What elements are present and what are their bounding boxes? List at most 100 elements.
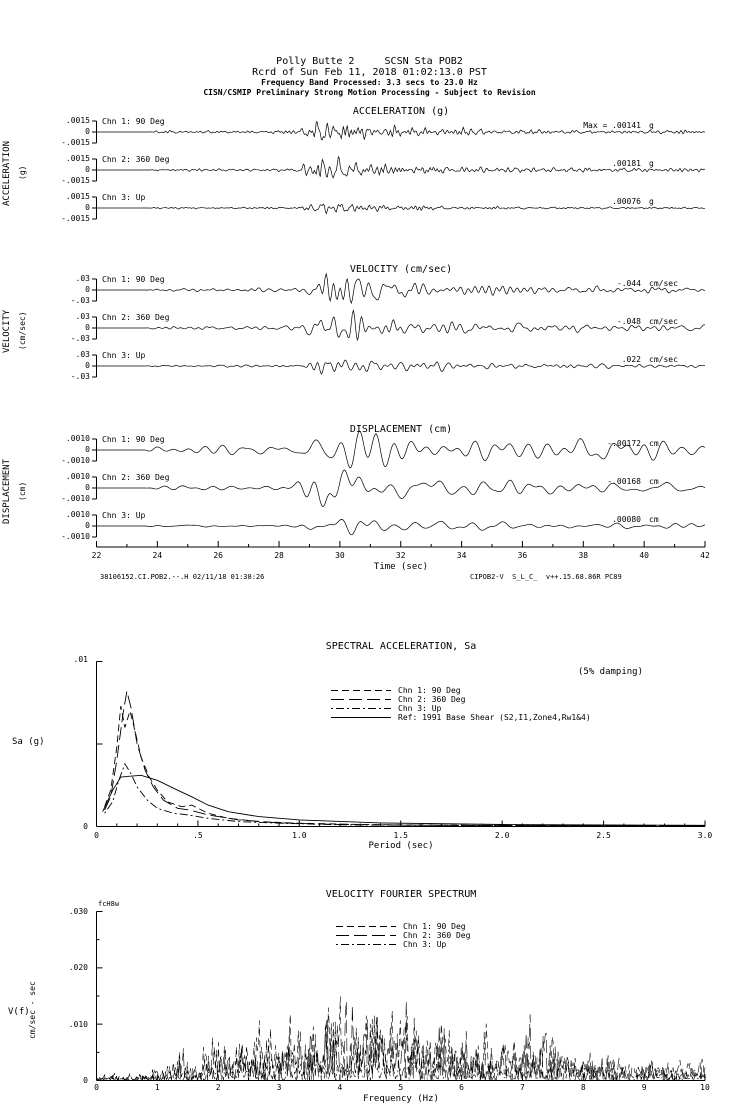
accel-ch3-ytick-labels: .0015 0 -.0015 [61,192,90,223]
disp-ch1-ytick-labels: .0010 0 -.0010 [61,434,90,465]
fourier-tick-label: 10 [700,1083,710,1092]
fourier-legend-item-ch2: Chn 2: 360 Deg [335,931,470,940]
record-datetime: Rcrd of Sun Feb 11, 2018 01:02:13.0 PST [252,67,487,78]
disp-ch3-ytick-labels: .0010 0 -.0010 [61,510,90,541]
legend-label: Chn 1: 90 Deg [398,686,461,695]
fourier-xtick-labels: 0 1 2 3 4 5 6 7 8 9 10 [94,1083,710,1093]
legend-line-ch1 [336,926,396,927]
peak-unit: cm [649,515,659,524]
velocity-axis-unit: (cm/sec) [18,311,27,351]
channel-label: Chn 2: 360 Deg [102,313,170,322]
fourier-xlabel: Frequency (Hz) [363,1094,439,1104]
peak-unit: cm [649,439,659,448]
damping-note: (5% damping) [578,667,644,677]
fourier-ytick-030: .030 [68,907,88,916]
sa-ytick-top: .01 [73,655,88,664]
peak-unit: cm/sec [649,355,678,364]
legend-label: Chn 2: 360 Deg [398,695,466,704]
fourier-ylabel: V(f) [8,1007,30,1017]
acceleration-trace-ch2 [92,155,706,182]
time-tick-label: 42 [700,551,710,560]
peak-value: .022 [621,355,641,364]
time-tick-label: 36 [517,551,528,560]
time-axis [96,541,706,548]
fourier-title: VELOCITY FOURIER SPECTRUM [325,889,477,900]
sa-ytick-bottom: 0 [83,822,88,831]
sa-xlabel: Period (sec) [368,841,434,851]
fourier-ytick-010: .010 [68,1020,88,1029]
time-tick-label: 32 [395,551,406,560]
time-axis-title: Time (sec) [373,562,429,572]
fourier-tick-label: 0 [94,1083,99,1092]
acceleration-trace-ch1 [92,120,706,144]
velocity-panel-title: VELOCITY (cm/sec) [349,264,453,275]
record-id: 38106152.CI.POB2.--.H 02/11/18 01:38:26 [100,573,265,581]
peak-value: -.048 [616,317,641,326]
peak-value: .00181 [612,159,641,168]
time-tick-label: 22 [91,551,102,560]
peak-readout: .00080 cm [520,515,707,524]
sa-legend-item-ch3: Chn 3: Up [330,704,591,713]
fourier-legend-item-ch3: Chn 3: Up [335,940,470,949]
fourier-legend-item-ch1: Chn 1: 90 Deg [335,922,470,931]
sa-tick-label: 2.5 [596,831,611,840]
legend-label: Chn 2: 360 Deg [403,931,471,940]
sa-plot [96,661,706,827]
displacement-trace-ch3 [92,514,706,538]
peak-unit: g [649,197,654,206]
fourier-ytick-0: 0 [83,1076,88,1085]
velocity-trace-ch1 [92,272,706,305]
fourier-tick-label: 1 [154,1083,160,1092]
accel-ch2-ytick-labels: .0015 0 -.0015 [61,154,90,185]
sa-legend-item-ch2: Chn 2: 360 Deg [330,695,591,704]
fourier-tick-label: 3 [276,1083,282,1092]
peak-value: Max = .00141 [583,121,641,130]
displacement-axis-unit: (cm) [18,481,27,501]
sa-title: SPECTRAL ACCELERATION, Sa [325,641,477,652]
fourier-tick-label: 8 [580,1083,586,1092]
peak-readout: -.044 cm/sec [520,279,707,288]
displacement-panel-title: DISPLACEMENT (cm) [349,424,453,435]
displacement-axis-title: DISPLACEMENT [2,458,12,524]
sa-tick-label: 1.5 [393,831,408,840]
channel-label: Chn 3: Up [102,351,146,360]
channel-label: Chn 2: 360 Deg [102,155,170,164]
legend-label: Chn 1: 90 Deg [403,922,466,931]
time-tick-label: 38 [578,551,589,560]
acceleration-axis-unit: (g) [18,165,27,181]
accel-ch1-ytick-labels: .0015 0 -.0015 [61,116,90,147]
channel-label: Chn 1: 90 Deg [102,117,165,126]
peak-readout: -.00172 cm [520,439,707,448]
fourier-ylabel-units: cm/sec - sec [28,981,37,1039]
legend-line-ch2 [336,935,396,936]
processing-id: CIPOB2-V S_L_C_ v++.15.68.86R PC89 [470,573,622,581]
sa-tick-label: 3.0 [697,831,713,840]
sa-tick-label: .5 [193,831,203,840]
sa-tick-label: 1.0 [292,831,307,840]
time-tick-label: 30 [335,551,345,560]
peak-readout: .022 cm/sec [520,355,707,364]
peak-unit: cm/sec [649,317,678,326]
legend-line-ch1 [331,690,391,691]
vel-ch2-ytick-labels: .03 0 -.03 [70,312,90,343]
legend-line-ch2 [331,699,391,700]
sa-legend-item-ch1: Chn 1: 90 Deg [330,686,591,695]
peak-value: .00080 [612,515,641,524]
acceleration-trace-ch3 [92,196,706,220]
displacement-trace-ch1 [92,430,706,469]
legend-line-ch3 [331,708,391,709]
fourier-legend: Chn 1: 90 Deg Chn 2: 360 Deg Chn 3: Up [335,922,470,949]
velocity-trace-ch2 [92,309,706,342]
report-header: Polly Butte 2 SCSN Sta POB2 Rcrd of Sun … [0,56,739,97]
channel-label: Chn 1: 90 Deg [102,435,165,444]
fourier-tick-label: 7 [520,1083,525,1092]
peak-value: -.00168 [607,477,641,486]
time-tick-label: 34 [456,551,467,560]
channel-label: Chn 1: 90 Deg [102,275,165,284]
sa-xtick-labels: 0 .5 1.0 1.5 2.0 2.5 3.0 [94,831,712,841]
displacement-trace-ch2 [92,469,706,507]
peak-unit: g [649,121,654,130]
peak-value: .00076 [612,197,641,206]
channel-label: Chn 3: Up [102,193,146,202]
